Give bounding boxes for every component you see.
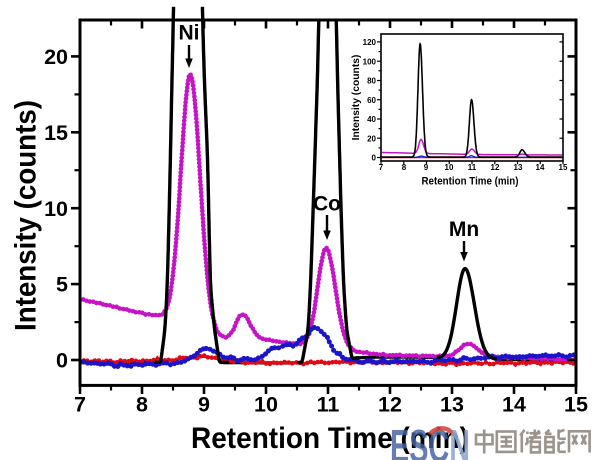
svg-text:ESCN: ESCN	[390, 420, 470, 460]
svg-text:10: 10	[44, 197, 68, 221]
svg-text:Mn: Mn	[449, 218, 479, 241]
svg-text:9: 9	[198, 393, 210, 417]
svg-text:11: 11	[468, 163, 477, 172]
svg-text:100: 100	[363, 57, 377, 66]
svg-text:0: 0	[372, 154, 377, 163]
svg-text:7: 7	[74, 393, 86, 417]
svg-text:14: 14	[502, 393, 526, 417]
svg-text:15: 15	[559, 163, 568, 172]
svg-text:Intensity (counts): Intensity (counts)	[351, 55, 362, 141]
svg-text:11: 11	[317, 393, 340, 417]
svg-text:12: 12	[378, 393, 402, 417]
svg-text:Co: Co	[313, 193, 341, 216]
svg-text:Intensity (counts): Intensity (counts)	[10, 100, 43, 331]
svg-text:120: 120	[363, 38, 377, 47]
svg-text:14: 14	[536, 163, 545, 172]
svg-text:Ni: Ni	[179, 22, 200, 45]
svg-text:20: 20	[44, 45, 68, 69]
svg-text:12: 12	[491, 163, 500, 172]
svg-text:10: 10	[445, 163, 454, 172]
svg-text:10: 10	[254, 393, 278, 417]
svg-text:9: 9	[424, 163, 429, 172]
svg-text:20: 20	[367, 134, 376, 143]
svg-text:13: 13	[514, 163, 523, 172]
svg-text:80: 80	[367, 77, 376, 86]
svg-text:40: 40	[367, 115, 376, 124]
svg-text:60: 60	[367, 96, 376, 105]
svg-text:8: 8	[402, 163, 407, 172]
svg-text:Retention Time (min): Retention Time (min)	[422, 176, 519, 188]
svg-text:5: 5	[56, 273, 68, 297]
svg-text:13: 13	[440, 393, 464, 417]
svg-text:0: 0	[56, 349, 68, 373]
svg-text:8: 8	[136, 393, 148, 417]
svg-text:15: 15	[44, 121, 68, 145]
svg-text:7: 7	[379, 163, 384, 172]
svg-text:15: 15	[564, 393, 588, 417]
svg-text:Retention Time (min): Retention Time (min)	[191, 422, 469, 455]
